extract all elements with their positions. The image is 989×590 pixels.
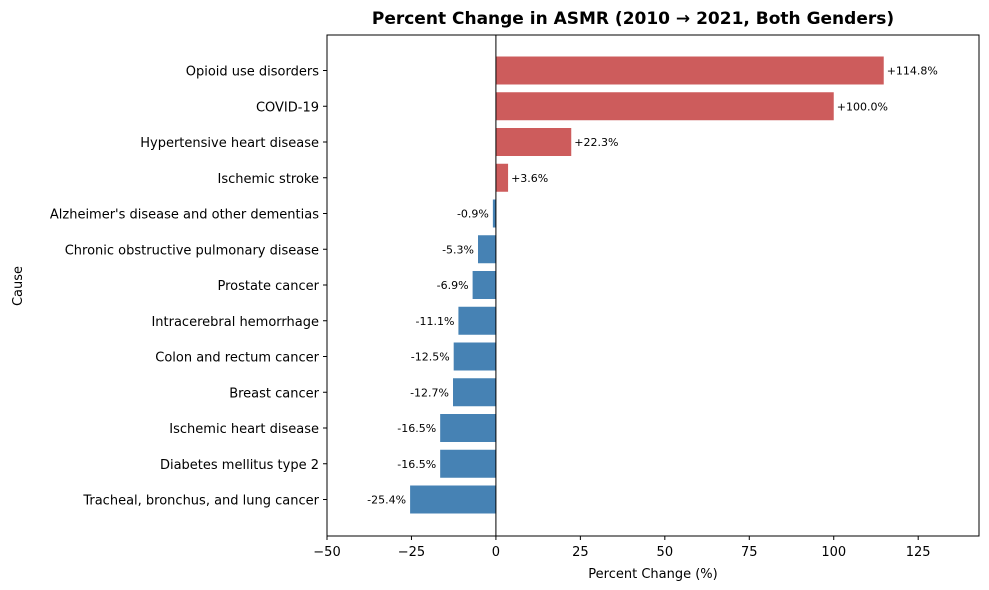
y-tick-label: Chronic obstructive pulmonary disease	[65, 243, 319, 258]
y-tick-label: Tracheal, bronchus, and lung cancer	[82, 494, 319, 509]
bar	[495, 163, 509, 192]
chart-title: Percent Change in ASMR (2010 → 2021, Bot…	[372, 9, 894, 29]
data-label: -11.1%	[415, 315, 454, 328]
bars-group	[410, 56, 884, 514]
x-tick-label: −25	[398, 545, 425, 560]
y-tick-label: Alzheimer's disease and other dementias	[50, 208, 319, 223]
x-tick-label: 50	[657, 545, 674, 560]
bar	[440, 449, 496, 478]
bar	[492, 199, 496, 228]
data-label: +114.8%	[887, 65, 938, 78]
x-axis-ticks: −50 −25 0 25 50 75 100 125	[313, 536, 931, 560]
x-tick-label: 25	[572, 545, 589, 560]
x-tick-label: 75	[741, 545, 758, 560]
y-tick-label: Prostate cancer	[217, 279, 319, 294]
data-label: -12.7%	[410, 386, 449, 399]
x-tick-label: 0	[492, 545, 500, 560]
y-tick-label: Colon and rectum cancer	[155, 351, 319, 366]
y-tick-label: Diabetes mellitus type 2	[160, 458, 319, 473]
y-tick-label: Intracerebral hemorrhage	[151, 315, 319, 330]
data-label: -5.3%	[442, 243, 474, 256]
bar	[440, 414, 496, 442]
y-tick-label: Hypertensive heart disease	[140, 136, 319, 151]
y-tick-label: Breast cancer	[229, 386, 319, 401]
data-label: +22.3%	[574, 136, 618, 149]
data-labels-group: +114.8% +100.0% +22.3% +3.6% -0.9% -5.3% -6.9%…	[367, 65, 938, 507]
bar	[453, 378, 496, 407]
data-label: -16.5%	[397, 422, 436, 435]
data-label: -25.4%	[367, 494, 406, 507]
bar	[410, 485, 496, 514]
data-label: -0.9%	[457, 208, 489, 221]
bar	[458, 306, 496, 335]
y-tick-label: Opioid use disorders	[186, 65, 319, 80]
y-axis-ticks: Opioid use disorders COVID-19 Hypertensive…	[50, 65, 327, 509]
x-axis-label: Percent Change (%)	[588, 567, 717, 582]
x-tick-label: −50	[313, 545, 340, 560]
bar	[453, 342, 496, 371]
x-tick-label: 100	[821, 545, 846, 560]
y-tick-label: Ischemic stroke	[218, 172, 320, 187]
y-tick-label: COVID-19	[256, 100, 319, 115]
data-label: -12.5%	[411, 351, 450, 364]
data-label: -16.5%	[397, 458, 436, 471]
data-label: -6.9%	[437, 279, 469, 292]
x-tick-label: 125	[906, 545, 931, 560]
y-tick-label: Ischemic heart disease	[169, 422, 319, 437]
bar	[495, 128, 572, 156]
bar	[472, 271, 496, 299]
bar	[495, 92, 834, 121]
bar	[478, 235, 496, 264]
y-axis-label: Cause	[11, 266, 26, 306]
data-label: +100.0%	[837, 100, 888, 113]
bar	[495, 56, 884, 85]
data-label: +3.6%	[511, 172, 548, 185]
